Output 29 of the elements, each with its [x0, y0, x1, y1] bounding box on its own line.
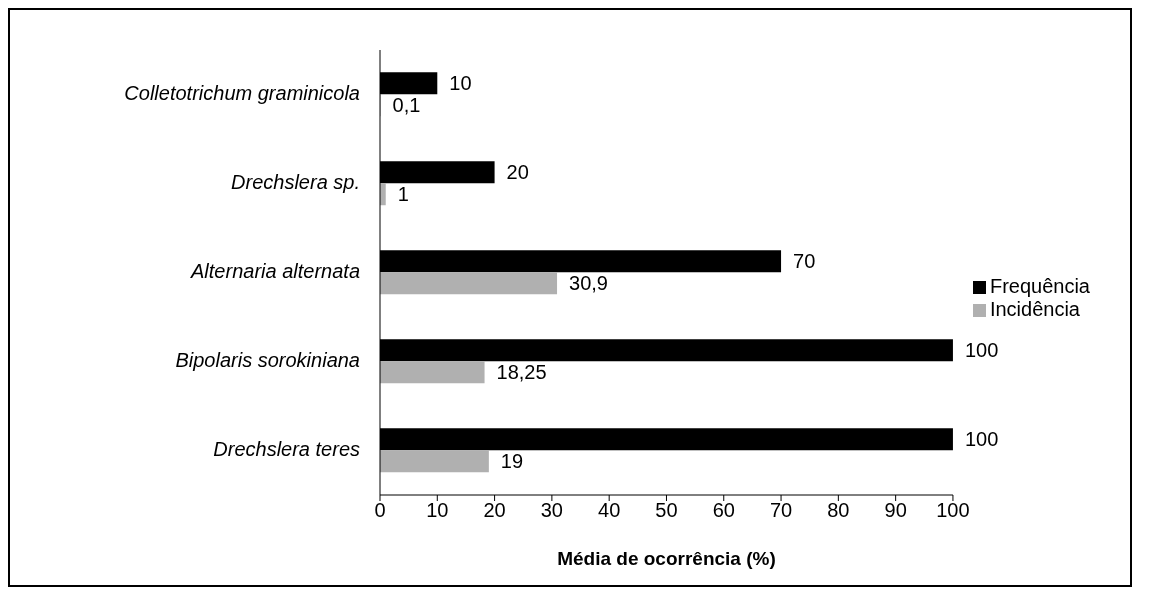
data-label: 0,1	[392, 94, 421, 117]
x-tick-label: 20	[483, 499, 506, 522]
x-tick-label: 10	[426, 499, 449, 522]
x-tick-label: 50	[655, 499, 678, 522]
data-label: 20	[506, 161, 529, 184]
data-label: 30,9	[569, 272, 608, 295]
x-tick-label: 0	[374, 499, 386, 522]
data-label: 1	[397, 183, 409, 206]
x-tick-label: 90	[884, 499, 907, 522]
x-tick-label: 80	[827, 499, 850, 522]
y-tick-label: Alternaria alternata	[190, 259, 360, 282]
data-label: 19	[500, 450, 524, 473]
x-tick-label: 30	[540, 499, 564, 522]
data-label: 18,25	[496, 361, 547, 384]
y-tick-label: Drechslera sp.	[231, 170, 360, 193]
y-tick-label: Bipolaris sorokiniana	[175, 348, 360, 371]
x-tick-label: 60	[712, 499, 735, 522]
data-label: 10	[449, 72, 472, 95]
data-label: 100	[964, 428, 999, 451]
x-tick-label: 100	[936, 499, 970, 522]
data-label: 70	[793, 250, 816, 273]
y-tick-label: Colletotrichum graminicola	[124, 81, 360, 104]
x-tick-label: 40	[598, 499, 621, 522]
legend-label: Incidência	[989, 297, 1080, 320]
x-axis-title: Média de ocorrência (%)	[557, 548, 776, 569]
x-tick-label: 70	[769, 499, 793, 522]
y-tick-label: Drechslera teres	[213, 437, 360, 460]
legend-label: Frequência	[989, 274, 1090, 297]
data-label: 100	[964, 339, 999, 362]
